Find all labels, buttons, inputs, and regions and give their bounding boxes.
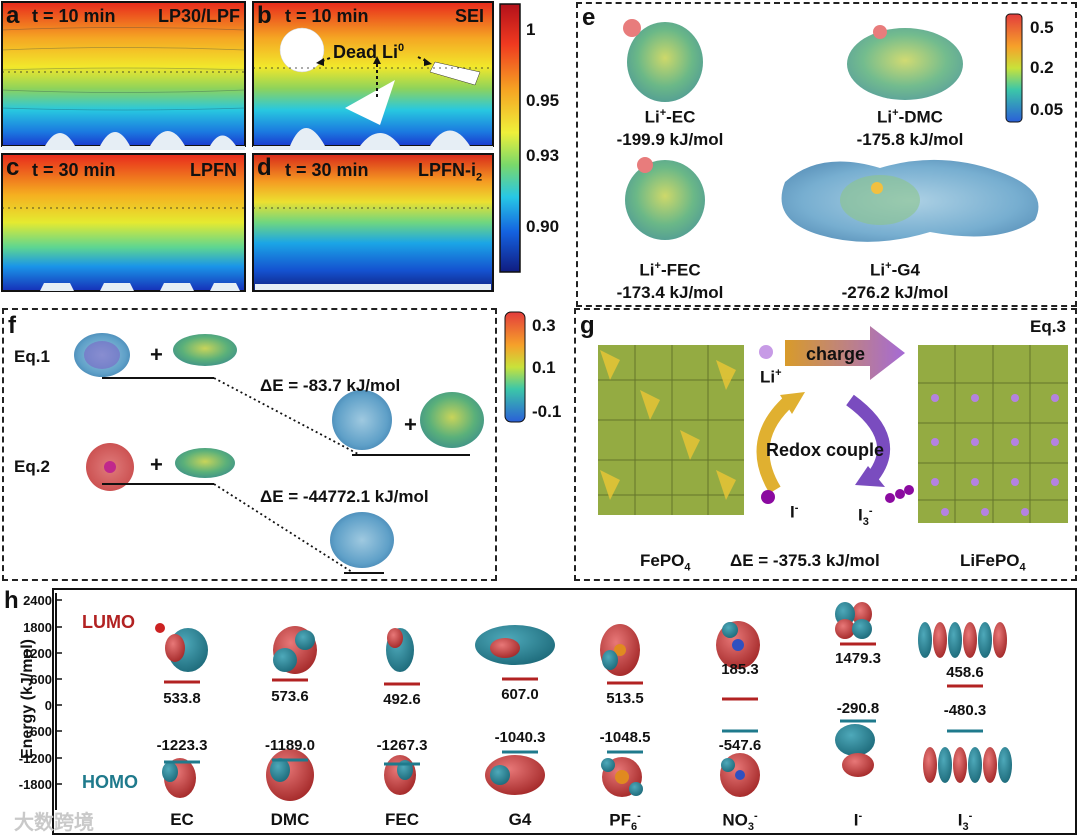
panel-g-frame bbox=[574, 308, 1077, 581]
category-I3-: I3- bbox=[957, 810, 973, 834]
homo-value-DMC: -1189.0 bbox=[264, 737, 316, 754]
homo-value-I3-: -480.3 bbox=[943, 702, 987, 719]
panel-d-tag: LPFN-i2 bbox=[418, 160, 483, 184]
homo-value-PF6-: -1048.5 bbox=[599, 729, 651, 746]
panel-e-frame bbox=[576, 2, 1077, 307]
eq2-plus: + bbox=[150, 452, 163, 477]
panel-f-molecules bbox=[74, 311, 526, 574]
homo-value-FEC: -1267.3 bbox=[376, 737, 428, 754]
cb-tick-1: 1 bbox=[526, 20, 536, 39]
homo-value-I-: -290.8 bbox=[836, 700, 880, 717]
li-ec-label: Li+-EC -199.9 kJ/mol bbox=[616, 107, 724, 149]
fepo4-label: FePO4 bbox=[640, 551, 691, 574]
e-cb-tick-0: 0.5 bbox=[1030, 18, 1054, 37]
lumo-value-NO3-: 185.3 bbox=[721, 661, 759, 678]
category-EC: EC bbox=[170, 810, 194, 829]
cb-tick-095: 0.95 bbox=[526, 91, 560, 110]
panel-f-frame bbox=[2, 308, 497, 581]
dead-li-annotation: Dead Li0 bbox=[333, 42, 405, 62]
f-cb-tick-0: 0.3 bbox=[532, 316, 556, 335]
ytick-neg600: -600 bbox=[25, 724, 52, 739]
panel-c-tag: LPFN bbox=[190, 160, 237, 180]
triiodide-label: I3- bbox=[858, 505, 873, 529]
panel-h-letter: h bbox=[4, 587, 19, 614]
ytick-0: 0 bbox=[44, 698, 52, 713]
ytick-1200: 1200 bbox=[23, 646, 52, 661]
lumo-value-DMC: 573.6 bbox=[271, 688, 309, 705]
e-cb-tick-1: 0.2 bbox=[1030, 58, 1054, 77]
panel-h-axis bbox=[55, 593, 62, 810]
panel-a-field bbox=[1, 1, 246, 150]
category-NO3-: NO3- bbox=[722, 810, 758, 834]
category-DMC: DMC bbox=[270, 810, 310, 829]
e-cb-tick-2: 0.05 bbox=[1030, 100, 1064, 119]
cb-tick-090: 0.90 bbox=[526, 217, 560, 236]
panel-e-molecules bbox=[623, 19, 1039, 242]
panel-f-letter: f bbox=[8, 312, 16, 339]
panel-c-title: t = 30 min bbox=[32, 160, 116, 180]
lumo-value-I3-: 458.6 bbox=[946, 664, 984, 681]
ytick-1800: 1800 bbox=[23, 620, 52, 635]
homo-label: HOMO bbox=[82, 772, 138, 792]
panel-c-field bbox=[1, 153, 246, 292]
category-FEC: FEC bbox=[385, 810, 419, 829]
homo-value-G4: -1040.3 bbox=[494, 729, 546, 746]
lumo-value-I-: 1479.3 bbox=[835, 650, 881, 667]
category-PF6-: PF6- bbox=[609, 810, 641, 834]
lumo-label: LUMO bbox=[82, 612, 135, 632]
panel-a-tag: LP30/LPF bbox=[158, 6, 241, 26]
category-I-: I- bbox=[853, 810, 863, 830]
panel-a-title: t = 10 min bbox=[32, 6, 116, 26]
panel-d-letter: d bbox=[257, 154, 272, 181]
eq3-label: Eq.3 bbox=[1030, 317, 1066, 336]
f-cb-tick-1: 0.1 bbox=[532, 358, 556, 377]
homo-value-EC: -1223.3 bbox=[156, 737, 208, 754]
panel-h-frame bbox=[52, 588, 1077, 835]
panel-c-letter: c bbox=[6, 154, 20, 181]
lumo-value-FEC: 492.6 bbox=[383, 691, 421, 708]
panel-d-title: t = 30 min bbox=[285, 160, 369, 180]
ytick-neg1200: -1200 bbox=[18, 751, 52, 766]
ytick-600: 600 bbox=[30, 672, 52, 687]
f-cb-tick-2: -0.1 bbox=[532, 402, 562, 421]
ytick-2400: 2400 bbox=[23, 593, 52, 608]
panel-g-graphics bbox=[598, 326, 1068, 523]
lifepo4-label: LiFePO4 bbox=[960, 551, 1026, 574]
li-plus-label: Li+ bbox=[760, 367, 782, 387]
g-delta-e: ΔE = -375.3 kJ/mol bbox=[730, 551, 880, 570]
eq1-delta-e: ΔE = -83.7 kJ/mol bbox=[260, 376, 401, 395]
panel-e-letter: e bbox=[582, 4, 596, 31]
lumo-value-EC: 533.8 bbox=[163, 690, 201, 707]
eq1-product-plus: + bbox=[404, 412, 417, 437]
panel-b-letter: b bbox=[257, 2, 272, 29]
li-fec-label: Li+-FEC -173.4 kJ/mol bbox=[616, 260, 724, 302]
colorbar-main bbox=[499, 3, 521, 273]
lumo-value-PF6-: 513.5 bbox=[606, 690, 644, 707]
homo-value-NO3-: -547.6 bbox=[718, 737, 762, 754]
eq1-plus: + bbox=[150, 342, 163, 367]
panel-a-letter: a bbox=[6, 2, 20, 29]
panel-h-orbitals bbox=[155, 602, 1012, 801]
panel-g-letter: g bbox=[580, 312, 595, 339]
eq2-label: Eq.2 bbox=[14, 457, 50, 476]
li-g4-label: Li+-G4 -276.2 kJ/mol bbox=[841, 260, 949, 302]
cb-tick-093: 0.93 bbox=[526, 146, 560, 165]
eq1-label: Eq.1 bbox=[14, 347, 50, 366]
watermark: 大数跨境 bbox=[14, 812, 94, 834]
lumo-value-G4: 607.0 bbox=[501, 686, 539, 703]
category-G4: G4 bbox=[508, 810, 532, 829]
eq2-delta-e: ΔE = -44772.1 kJ/mol bbox=[260, 487, 429, 506]
charge-label: charge bbox=[806, 344, 866, 364]
panel-b-field bbox=[252, 1, 494, 150]
energy-levels bbox=[164, 642, 983, 766]
li-dmc-label: Li+-DMC -175.8 kJ/mol bbox=[856, 107, 964, 149]
iodide-label: I- bbox=[790, 502, 799, 522]
panel-d-field bbox=[252, 153, 494, 292]
panel-b-title: t = 10 min bbox=[285, 6, 369, 26]
panel-b-tag: SEI bbox=[455, 6, 485, 26]
redox-couple-label: Redox couple bbox=[766, 440, 885, 460]
colorbar-e bbox=[1005, 13, 1023, 123]
ytick-neg1800: -1800 bbox=[18, 777, 52, 792]
